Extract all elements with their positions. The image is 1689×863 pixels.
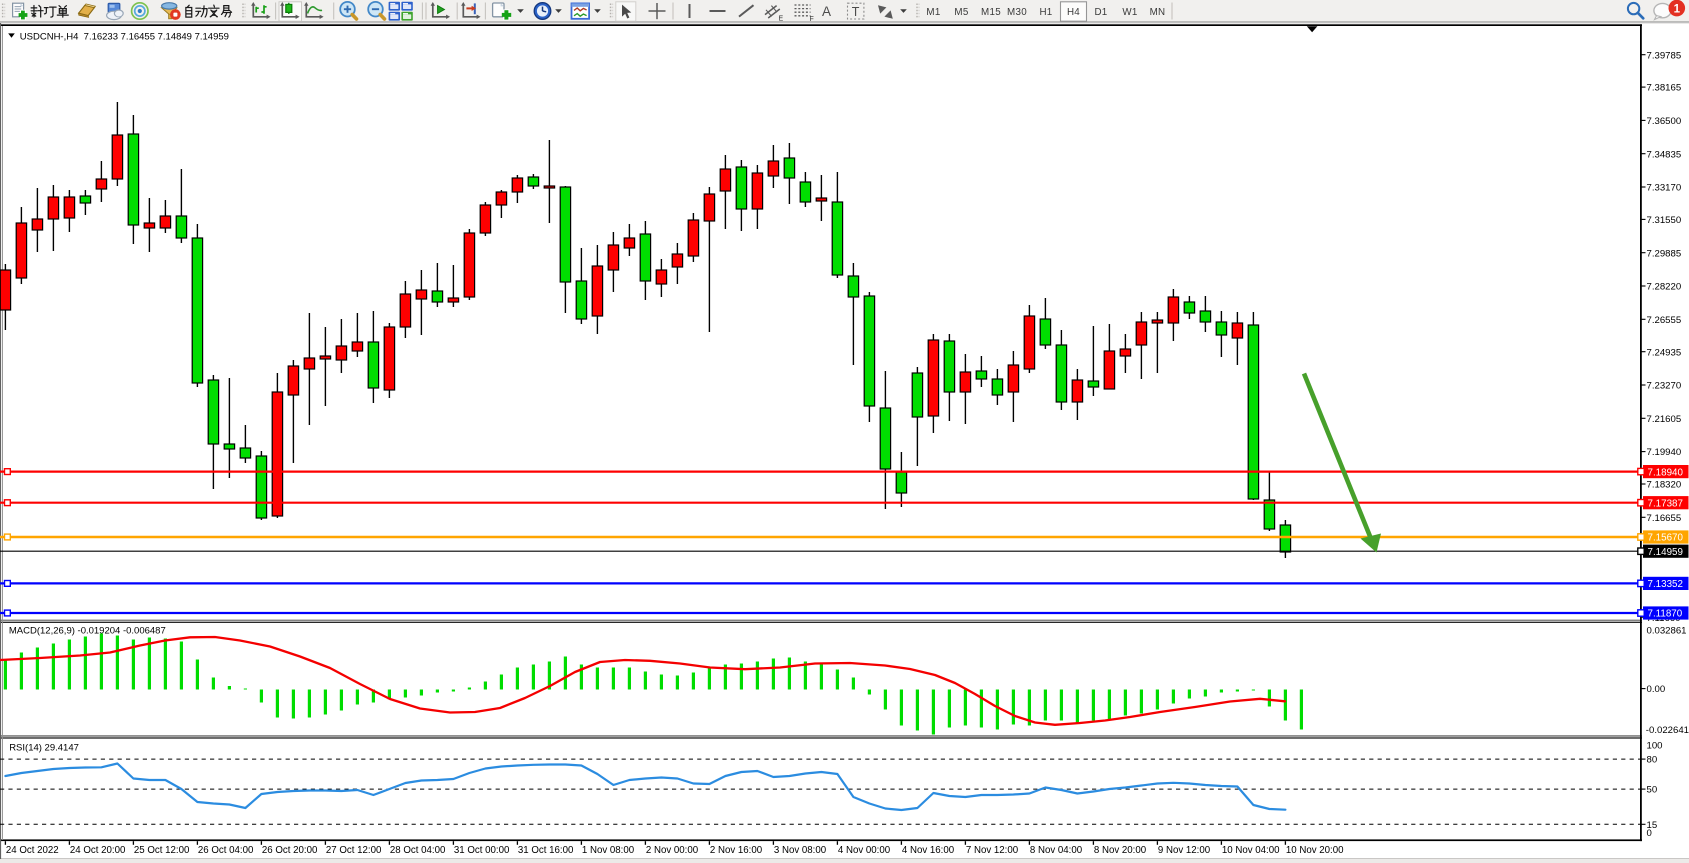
svg-text:A: A xyxy=(822,4,831,19)
svg-text:7.38165: 7.38165 xyxy=(1647,83,1682,94)
svg-text:M1: M1 xyxy=(926,7,940,18)
svg-text:4 Nov 00:00: 4 Nov 00:00 xyxy=(838,845,891,856)
svg-text:8 Nov 20:00: 8 Nov 20:00 xyxy=(1094,845,1147,856)
svg-text:7.29885: 7.29885 xyxy=(1647,248,1682,259)
svg-text:USDCNH-,H4 7.16233 7.16455 7.: USDCNH-,H4 7.16233 7.16455 7.14849 7.149… xyxy=(20,32,229,43)
svg-text:7.31550: 7.31550 xyxy=(1647,215,1682,226)
svg-text:7.19940: 7.19940 xyxy=(1647,447,1682,458)
svg-text:7.18940: 7.18940 xyxy=(1648,467,1684,478)
svg-text:80: 80 xyxy=(1647,755,1658,766)
svg-text:24 Oct 2022: 24 Oct 2022 xyxy=(6,845,59,856)
svg-text:M15: M15 xyxy=(981,7,1001,18)
svg-text:31 Oct 16:00: 31 Oct 16:00 xyxy=(518,845,574,856)
svg-text:7.18320: 7.18320 xyxy=(1647,480,1682,491)
svg-text:9 Nov 12:00: 9 Nov 12:00 xyxy=(1158,845,1211,856)
svg-text:25 Oct 12:00: 25 Oct 12:00 xyxy=(134,845,190,856)
svg-text:7.21605: 7.21605 xyxy=(1647,414,1682,425)
svg-text:10 Nov 20:00: 10 Nov 20:00 xyxy=(1286,845,1344,856)
svg-text:MN: MN xyxy=(1150,7,1166,18)
svg-text:0: 0 xyxy=(1647,828,1652,839)
svg-text:7.26555: 7.26555 xyxy=(1647,315,1682,326)
svg-text:8 Nov 04:00: 8 Nov 04:00 xyxy=(1030,845,1083,856)
svg-text:15: 15 xyxy=(1647,820,1658,831)
svg-text:F: F xyxy=(810,16,814,23)
svg-text:7.11870: 7.11870 xyxy=(1648,609,1683,620)
svg-text:7 Nov 12:00: 7 Nov 12:00 xyxy=(966,845,1019,856)
svg-text:7.16655: 7.16655 xyxy=(1647,513,1682,524)
svg-text:24 Oct 20:00: 24 Oct 20:00 xyxy=(70,845,126,856)
svg-text:2 Nov 16:00: 2 Nov 16:00 xyxy=(710,845,763,856)
svg-text:0.00: 0.00 xyxy=(1647,684,1666,695)
svg-text:MACD(12,26,9) -0.019204 -0.006: MACD(12,26,9) -0.019204 -0.006487 xyxy=(9,626,166,637)
svg-text:7.15670: 7.15670 xyxy=(1648,533,1684,544)
svg-text:H4: H4 xyxy=(1067,7,1080,18)
svg-text:2 Nov 00:00: 2 Nov 00:00 xyxy=(646,845,699,856)
svg-text:10 Nov 04:00: 10 Nov 04:00 xyxy=(1222,845,1280,856)
svg-text:7.24935: 7.24935 xyxy=(1647,347,1682,358)
svg-text:26 Oct 04:00: 26 Oct 04:00 xyxy=(198,845,254,856)
svg-text:7.28220: 7.28220 xyxy=(1647,282,1682,293)
svg-text:-0.022641: -0.022641 xyxy=(1646,725,1689,736)
svg-text:RSI(14) 29.4147: RSI(14) 29.4147 xyxy=(9,743,79,754)
svg-text:W1: W1 xyxy=(1122,7,1137,18)
svg-text:H1: H1 xyxy=(1039,7,1052,18)
svg-text:7.34835: 7.34835 xyxy=(1647,149,1682,160)
svg-text:3 Nov 08:00: 3 Nov 08:00 xyxy=(774,845,827,856)
svg-text:4 Nov 16:00: 4 Nov 16:00 xyxy=(902,845,955,856)
svg-text:28 Oct 04:00: 28 Oct 04:00 xyxy=(390,845,446,856)
svg-text:31 Oct 00:00: 31 Oct 00:00 xyxy=(454,845,510,856)
svg-text:7.17387: 7.17387 xyxy=(1648,498,1683,509)
svg-text:7.33170: 7.33170 xyxy=(1647,183,1682,194)
svg-text:27 Oct 12:00: 27 Oct 12:00 xyxy=(326,845,382,856)
svg-text:7.23270: 7.23270 xyxy=(1647,381,1682,392)
svg-text:50: 50 xyxy=(1647,785,1658,796)
svg-text:1 Nov 08:00: 1 Nov 08:00 xyxy=(582,845,635,856)
svg-text:7.39785: 7.39785 xyxy=(1647,50,1682,61)
svg-text:26 Oct 20:00: 26 Oct 20:00 xyxy=(262,845,318,856)
svg-text:7.14959: 7.14959 xyxy=(1648,547,1683,558)
svg-text:E: E xyxy=(779,16,784,23)
svg-text:100: 100 xyxy=(1647,741,1663,752)
svg-text:1: 1 xyxy=(1674,3,1681,15)
svg-text:7.36500: 7.36500 xyxy=(1647,116,1682,127)
svg-text:0.032861: 0.032861 xyxy=(1647,625,1687,636)
svg-text:T: T xyxy=(852,5,860,19)
svg-text:M30: M30 xyxy=(1007,7,1027,18)
svg-text:7.13352: 7.13352 xyxy=(1648,579,1683,590)
svg-text:M5: M5 xyxy=(954,7,968,18)
svg-text:D1: D1 xyxy=(1094,7,1107,18)
